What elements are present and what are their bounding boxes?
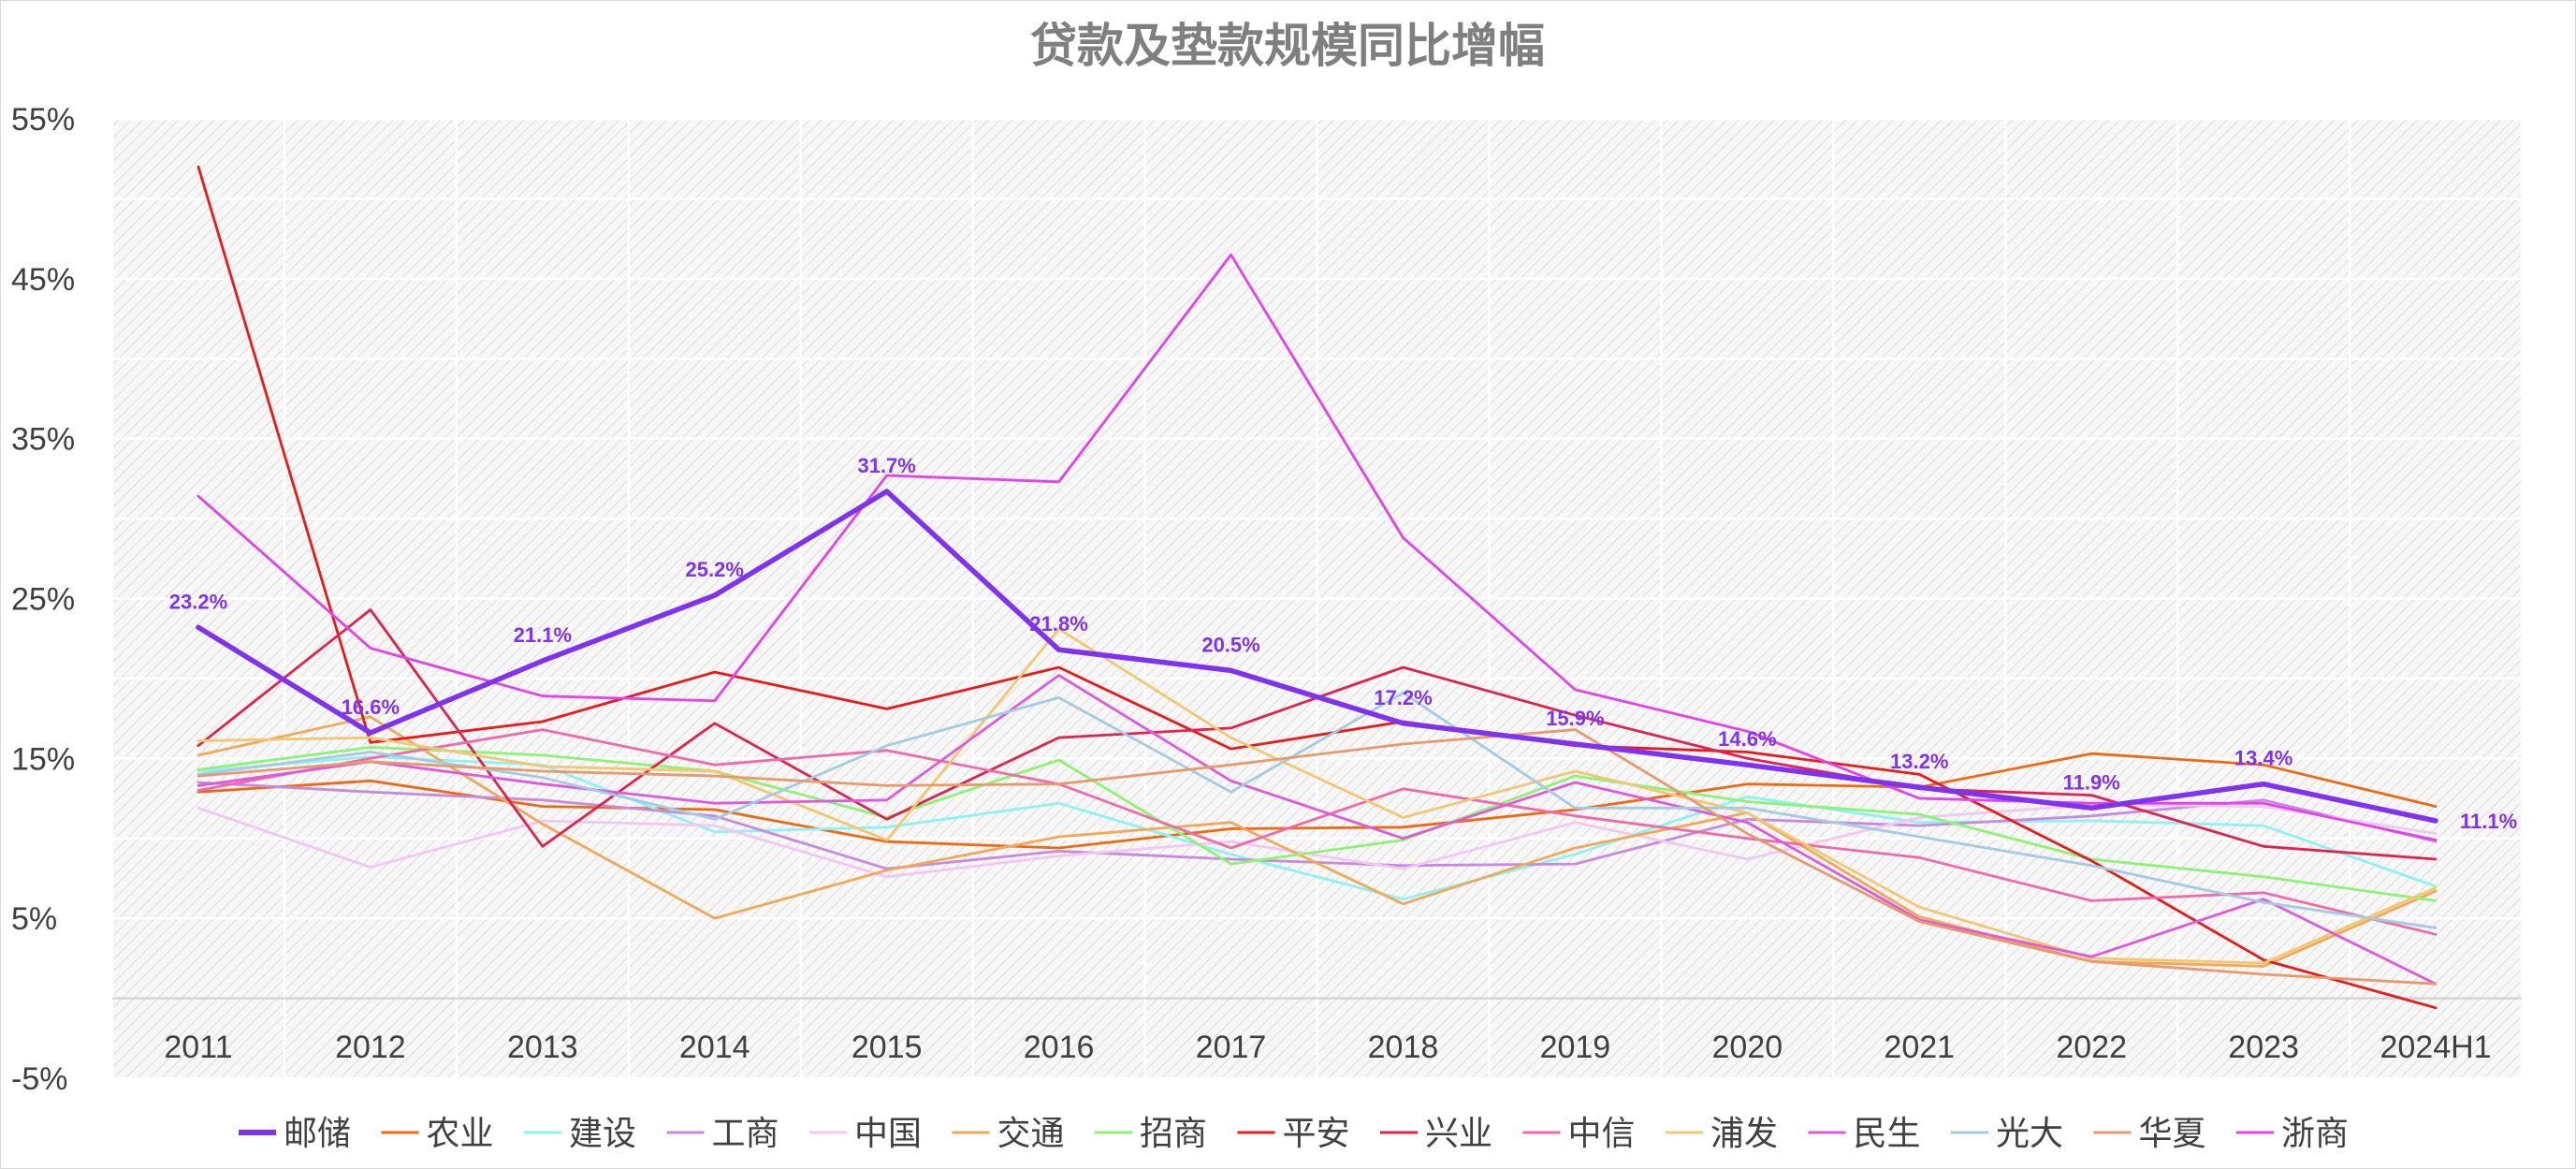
x-tick-label: 2013: [507, 1030, 578, 1065]
data-label: 14.6%: [1718, 727, 1776, 751]
data-label: 11.1%: [2460, 810, 2517, 833]
series-line-农业: [196, 752, 2438, 850]
x-tick-label: 2017: [1196, 1030, 1267, 1065]
gridlines: [110, 117, 2524, 1080]
x-tick-label: 2011: [164, 1030, 232, 1065]
legend-label: 浙商: [2281, 1115, 2349, 1153]
y-tick-label: 35%: [11, 422, 75, 458]
data-label: 20.5%: [1201, 633, 1259, 656]
x-tick-label: 2024H1: [2380, 1030, 2491, 1065]
legend-label: 工商: [712, 1115, 779, 1153]
x-tick-label: 2023: [2228, 1030, 2299, 1065]
legend-label: 建设: [569, 1115, 636, 1153]
series-line-建设: [196, 755, 2438, 901]
series-line-华夏: [196, 728, 2438, 986]
data-label: 21.8%: [1029, 612, 1087, 636]
data-label: 13.4%: [2234, 747, 2292, 770]
data-label: 23.2%: [169, 590, 227, 613]
data-label: 16.6%: [342, 695, 400, 719]
x-tick-label: 2012: [335, 1030, 406, 1065]
legend-label: 农业: [427, 1115, 494, 1153]
legend-label: 邮储: [284, 1115, 351, 1153]
chart-title: 贷款及垫款规模同比增幅: [1030, 19, 1545, 73]
data-label: 17.2%: [1374, 686, 1432, 709]
x-tick-label: 2015: [851, 1030, 923, 1065]
data-label: 13.2%: [1890, 750, 1948, 773]
x-tick-label: 2019: [1540, 1030, 1611, 1065]
data-label: 15.9%: [1546, 707, 1604, 730]
legend-label: 交通: [997, 1115, 1065, 1153]
y-tick-label: -5%: [11, 1061, 67, 1097]
y-tick-label: 45%: [11, 262, 75, 298]
x-tick-label: 2022: [2056, 1030, 2127, 1065]
series-line-光大: [196, 691, 2438, 929]
x-tick-label: 2014: [679, 1030, 750, 1065]
x-tick-label: 2020: [1712, 1030, 1783, 1065]
legend-label: 中信: [1568, 1115, 1636, 1153]
x-axis-ticks: 2011 2012 2013 2014 2015 2016 2017 2018 2019 2020…: [164, 1030, 2491, 1065]
legend-label: 招商: [1140, 1115, 1207, 1153]
series-line-招商: [196, 746, 2438, 902]
legend-label: 民生: [1854, 1115, 1921, 1153]
legend-label: 中国: [854, 1115, 922, 1153]
legend-label: 华夏: [2139, 1115, 2206, 1153]
data-label: 25.2%: [686, 558, 744, 581]
series-line-邮储: [196, 489, 2438, 824]
x-tick-label: 2021: [1884, 1030, 1955, 1065]
legend-label: 兴业: [1425, 1115, 1492, 1153]
series-lines: [196, 165, 2438, 1010]
legend-label: 平安: [1283, 1115, 1350, 1153]
legend: 邮储 农业 建设 工商 中国 交通 招商 平安 兴业 中信 浦发 民生 光大 华夏 浙商: [239, 1115, 2349, 1153]
series-line-中信: [196, 728, 2438, 936]
y-tick-label: 55%: [11, 102, 75, 138]
y-tick-label: 5%: [11, 901, 57, 937]
series-line-民生: [196, 674, 2438, 986]
data-label: 11.9%: [2063, 770, 2120, 794]
x-tick-label: 2018: [1368, 1030, 1439, 1065]
data-label: 21.1%: [514, 623, 572, 647]
data-label: 31.7%: [857, 454, 915, 477]
legend-label: 浦发: [1710, 1115, 1778, 1153]
x-tick-label: 2016: [1024, 1030, 1095, 1065]
y-tick-label: 15%: [11, 741, 75, 777]
y-axis-ticks: 55% 45% 35% 25% 15% 5% -5%: [11, 102, 75, 1097]
data-labels: 23.2% 16.6% 21.1% 25.2% 31.7% 21.8% 20.5% 17.2%…: [169, 454, 2517, 833]
legend-label: 光大: [1996, 1115, 2063, 1153]
y-tick-label: 25%: [11, 582, 75, 618]
series-line-平安: [196, 165, 2438, 1010]
